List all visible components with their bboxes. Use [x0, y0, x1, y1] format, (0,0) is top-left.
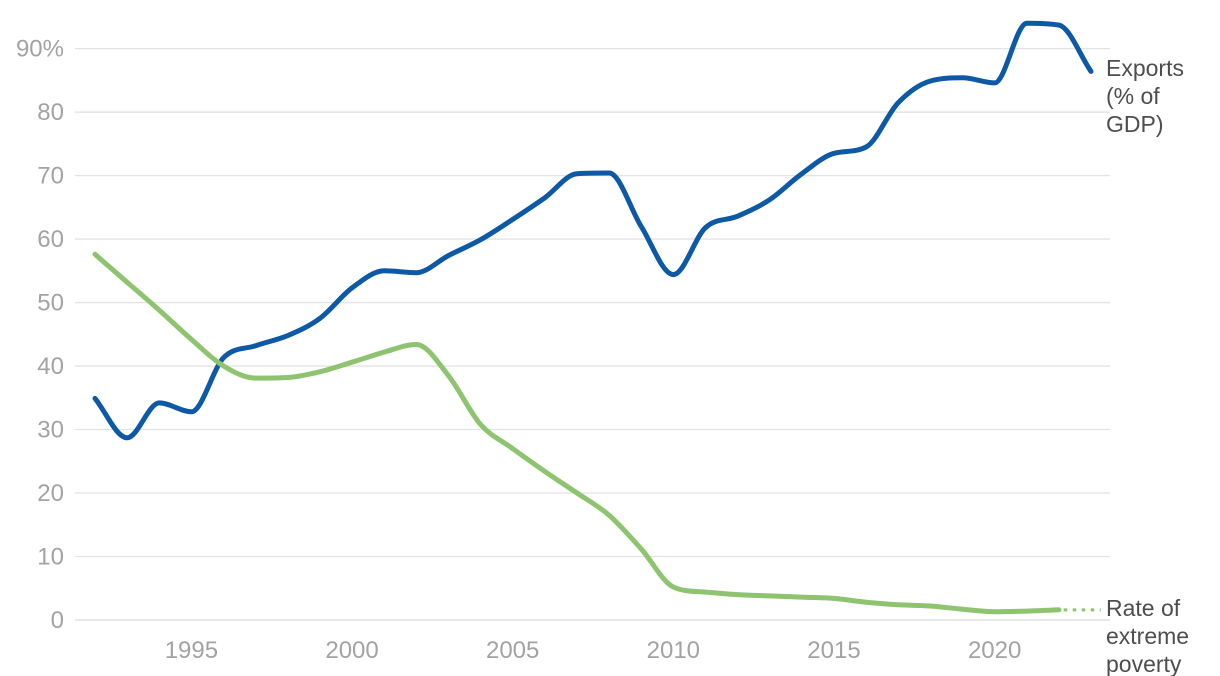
x-tick-label-2010: 2010 — [647, 637, 700, 664]
y-tick-label-90: 90% — [16, 36, 64, 63]
series-label-exports-line2: (% of — [1106, 83, 1160, 109]
y-tick-label-20: 20 — [37, 480, 64, 507]
series-label-exports-line1: Exports — [1106, 55, 1184, 81]
x-tick-label-2015: 2015 — [807, 637, 860, 664]
y-tick-label-0: 0 — [51, 607, 64, 634]
y-tick-label-60: 60 — [37, 226, 64, 253]
series-label-poverty-line3: poverty — [1106, 651, 1182, 676]
y-tick-label-70: 70 — [37, 163, 64, 190]
series-label-exports-line3: GDP) — [1106, 111, 1164, 137]
series-label-poverty-line2: extreme — [1106, 623, 1190, 649]
poverty-line — [92, 251, 1062, 615]
y-tick-label-10: 10 — [37, 544, 64, 571]
y-tick-label-40: 40 — [37, 353, 64, 380]
x-tick-label-2020: 2020 — [968, 637, 1021, 664]
x-tick-label-1995: 1995 — [165, 637, 218, 664]
y-tick-label-30: 30 — [37, 417, 64, 444]
x-tick-label-2000: 2000 — [325, 637, 378, 664]
x-tick-label-2005: 2005 — [486, 637, 539, 664]
y-tick-label-50: 50 — [37, 290, 64, 317]
series-label-poverty: Rate of extreme poverty — [1106, 594, 1189, 676]
y-tick-label-80: 80 — [37, 99, 64, 126]
series-label-exports: Exports (% of GDP) — [1106, 54, 1184, 138]
series-label-poverty-line1: Rate of — [1106, 595, 1181, 621]
exports-line — [92, 20, 1094, 441]
